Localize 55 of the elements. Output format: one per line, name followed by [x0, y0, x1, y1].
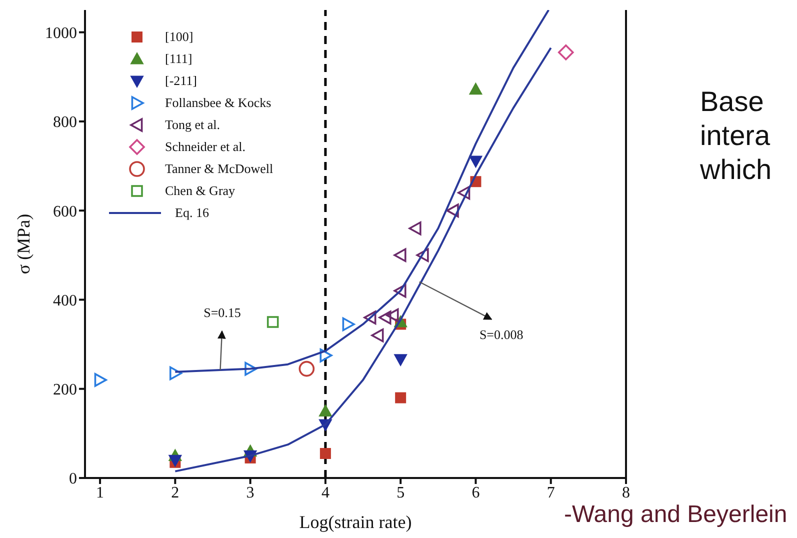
point — [458, 186, 470, 200]
x-axis-title: Log(strain rate) — [299, 512, 412, 532]
point — [244, 362, 258, 376]
point — [394, 284, 406, 298]
x-tick-label: 8 — [622, 484, 630, 502]
point — [169, 366, 182, 380]
point — [364, 310, 376, 324]
annotation: S=0.15 — [204, 305, 241, 320]
point — [469, 156, 482, 168]
y-tick-label: 400 — [53, 292, 77, 310]
x-tick-label: 7 — [546, 484, 555, 502]
point — [394, 248, 406, 262]
legend-label: [100] — [165, 28, 194, 46]
point — [342, 317, 355, 332]
point — [469, 82, 482, 95]
x-tick-label: 2 — [171, 484, 180, 502]
y-tick-label: 200 — [53, 382, 77, 399]
legend-label: Eq. 16 — [175, 204, 209, 222]
x-tick-label: 1 — [96, 484, 104, 502]
text: -Wang and Beyerlein — [564, 501, 788, 529]
y-tick-label: 1000 — [45, 24, 77, 42]
x-tick-label: 4 — [321, 484, 330, 502]
point — [266, 316, 279, 328]
point — [371, 328, 384, 342]
x-tick-label: 5 — [396, 484, 405, 502]
y-tick-label: 600 — [53, 203, 77, 220]
point — [298, 360, 315, 377]
legend-label: Tanner & McDowell — [165, 160, 274, 178]
x-tick-label: 3 — [246, 484, 254, 502]
legend-label: Chen & Gray — [165, 182, 236, 200]
legend-label: Follansbee & Kocks — [165, 94, 272, 112]
point — [378, 310, 392, 324]
point — [446, 204, 459, 218]
point — [94, 373, 107, 387]
x-tick-label: 6 — [472, 484, 480, 502]
point — [320, 448, 331, 459]
point — [318, 404, 332, 416]
point — [416, 248, 429, 262]
point — [395, 392, 406, 404]
legend-label: Schneider et al. — [165, 138, 246, 156]
point — [386, 308, 399, 322]
legend-label: [-211] — [165, 72, 198, 90]
y-tick-label: 800 — [53, 114, 77, 132]
y-tick-label: 0 — [69, 470, 77, 488]
legend-label: Tong et al. — [165, 116, 220, 134]
legend-label: [111] — [165, 50, 192, 68]
y-axis-title: σ (MPa) — [13, 214, 34, 274]
point — [320, 348, 332, 362]
text: intera — [700, 120, 770, 152]
point — [394, 354, 408, 366]
text: Base — [700, 86, 764, 118]
point — [408, 222, 422, 236]
point — [558, 44, 574, 60]
annotation: S=0.008 — [479, 326, 524, 342]
text: which — [700, 154, 772, 186]
